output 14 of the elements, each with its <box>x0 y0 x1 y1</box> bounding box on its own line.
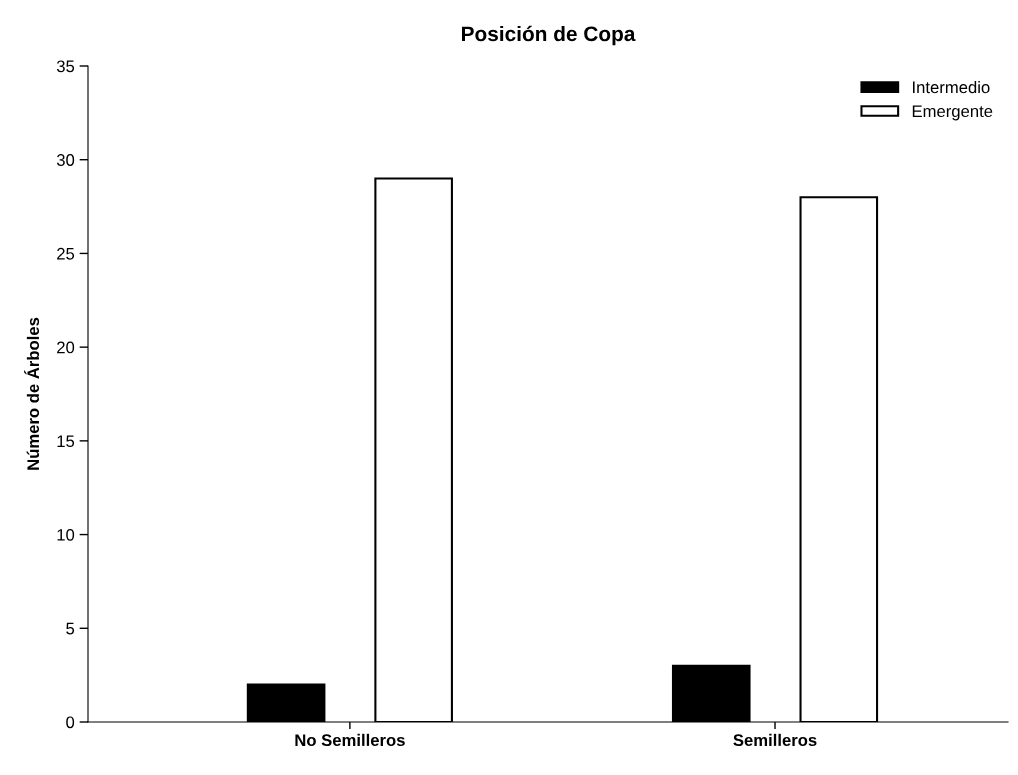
y-tick-label: 25 <box>57 247 75 260</box>
legend-label: Intermedio <box>913 81 990 94</box>
y-tick-label: 5 <box>66 622 75 635</box>
y-tick-label: 10 <box>57 528 75 541</box>
y-tick-label: 35 <box>56 60 75 73</box>
y-tick-label: 30 <box>56 154 75 166</box>
x-tick-label: Semilleros <box>733 733 817 747</box>
x-tick-label: No Semilleros <box>295 733 405 747</box>
chart-title: Posición de Copa <box>462 25 636 46</box>
legend-label: Emergente <box>912 105 993 121</box>
y-tick-label: 0 <box>66 716 75 729</box>
y-axis-title: Número de Árboles <box>24 317 40 470</box>
y-tick-label: 20 <box>57 341 75 354</box>
y-tick-label: 15 <box>57 435 75 448</box>
